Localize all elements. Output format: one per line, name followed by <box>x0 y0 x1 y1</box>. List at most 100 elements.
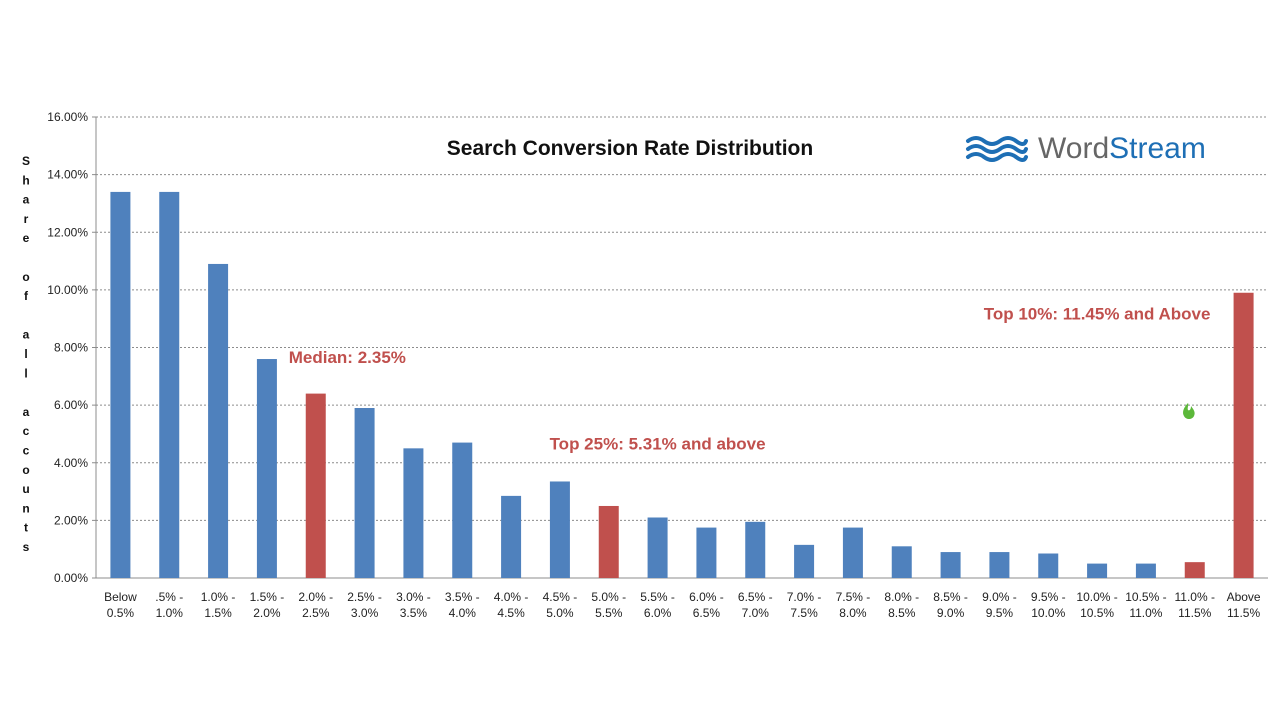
x-tick-label: 10.0% <box>1031 606 1065 620</box>
x-tick-label: 4.0% <box>449 606 477 620</box>
bar <box>1087 563 1108 578</box>
bar <box>452 442 473 578</box>
y-tick-label: 6.00% <box>54 398 88 412</box>
y-axis-ticks: 0.00% 2.00% 4.00% 6.00% 8.00% 10.00% 12.00% 14.… <box>47 110 88 585</box>
y-tick-label: 4.00% <box>54 456 88 470</box>
x-tick-label: 7.5% - <box>836 590 871 604</box>
x-tick-label: 10.5% <box>1080 606 1114 620</box>
y-tick-label: 8.00% <box>54 341 88 355</box>
bar <box>256 359 277 578</box>
bar <box>549 481 570 578</box>
x-tick-label: 3.5% - <box>445 590 480 604</box>
x-tick-label: 5.5% <box>595 606 623 620</box>
x-tick-label: 3.0% <box>351 606 379 620</box>
x-tick-label: 11.5% <box>1227 606 1260 620</box>
x-tick-label: Above <box>1227 590 1261 604</box>
chart-title: Search Conversion Rate Distribution <box>447 137 813 160</box>
bar <box>110 191 131 578</box>
bar <box>208 263 229 578</box>
bars <box>110 191 1254 578</box>
bar <box>940 552 961 578</box>
x-tick-label: 1.0% - <box>201 590 236 604</box>
x-tick-label: 7.0% <box>742 606 770 620</box>
x-tick-label: 9.5% <box>986 606 1014 620</box>
x-tick-label: 4.0% - <box>494 590 529 604</box>
flame-icon <box>1183 403 1195 419</box>
x-tick-label: 6.5% - <box>738 590 773 604</box>
x-tick-label: 5.5% - <box>640 590 675 604</box>
gridlines <box>92 116 1268 579</box>
logo-word: Word <box>1038 132 1109 165</box>
bar <box>647 517 668 578</box>
x-tick-label: 6.0% - <box>689 590 724 604</box>
x-tick-label: 8.5% - <box>933 590 968 604</box>
x-tick-label: 2.0% <box>253 606 281 620</box>
logo-wordmark: WordStream <box>1038 132 1206 165</box>
bar-highlighted <box>1184 562 1205 578</box>
bar <box>842 527 863 578</box>
y-tick-label: 0.00% <box>54 571 88 585</box>
x-tick-label: 1.5% - <box>250 590 285 604</box>
x-tick-label: 6.0% <box>644 606 672 620</box>
x-tick-label: 9.5% - <box>1031 590 1066 604</box>
x-tick-label: 11.5% <box>1178 606 1211 620</box>
logo-stream: Stream <box>1109 132 1206 165</box>
x-tick-label: 4.5% <box>497 606 525 620</box>
annotation-label: Top 25%: 5.31% and above <box>550 434 766 453</box>
x-tick-label: 4.5% - <box>543 590 578 604</box>
x-tick-label: 2.5% <box>302 606 330 620</box>
x-tick-label: 2.5% - <box>347 590 382 604</box>
bar <box>745 521 766 578</box>
bar <box>696 527 717 578</box>
x-tick-label: 5.0% <box>546 606 574 620</box>
x-tick-label: 2.0% - <box>298 590 333 604</box>
x-tick-label: 10.0% - <box>1076 590 1117 604</box>
x-tick-label: 6.5% <box>693 606 721 620</box>
x-tick-label: 5.0% - <box>591 590 626 604</box>
x-tick-label: 0.5% <box>107 606 135 620</box>
wave-icon <box>966 136 1028 162</box>
bar-highlighted <box>1233 292 1254 578</box>
x-tick-label: 10.5% - <box>1125 590 1166 604</box>
x-tick-label: 11.0% - <box>1175 590 1215 604</box>
bar <box>159 191 180 578</box>
annotations: Median: 2.35% Top 25%: 5.31% and above Top… <box>289 305 1211 454</box>
x-tick-label: 7.0% - <box>787 590 822 604</box>
bar <box>501 495 522 578</box>
y-tick-label: 2.00% <box>54 513 88 527</box>
x-tick-label: 9.0% <box>937 606 965 620</box>
annotation-label: Median: 2.35% <box>289 348 406 367</box>
bar <box>354 408 375 578</box>
x-tick-label: 7.5% <box>790 606 818 620</box>
x-tick-label: Below <box>104 590 137 604</box>
x-tick-label: 1.0% <box>156 606 184 620</box>
bar-highlighted <box>305 393 326 578</box>
bar <box>403 448 424 578</box>
x-tick-label: .5% - <box>155 590 183 604</box>
y-tick-label: 10.00% <box>47 283 88 297</box>
x-tick-label: 9.0% - <box>982 590 1017 604</box>
x-tick-label: 3.0% - <box>396 590 431 604</box>
bar-highlighted <box>598 505 619 578</box>
annotation-label: Top 10%: 11.45% and Above <box>984 305 1211 324</box>
bar <box>794 544 815 578</box>
y-tick-label: 12.00% <box>47 225 88 239</box>
x-tick-label: 3.5% <box>400 606 428 620</box>
x-tick-label: 8.0% <box>839 606 867 620</box>
bar <box>989 552 1010 578</box>
bar <box>1135 563 1156 578</box>
x-tick-label: 11.0% <box>1129 606 1162 620</box>
x-axis-labels: Below 0.5% .5% - 1.0% 1.0% - 1.5% 1.5% - 2.0% 2.… <box>104 590 1261 620</box>
y-tick-label: 14.00% <box>47 168 88 182</box>
y-tick-label: 16.00% <box>47 110 88 124</box>
x-tick-label: 8.5% <box>888 606 916 620</box>
x-tick-label: 8.0% - <box>884 590 919 604</box>
bar <box>891 546 912 578</box>
